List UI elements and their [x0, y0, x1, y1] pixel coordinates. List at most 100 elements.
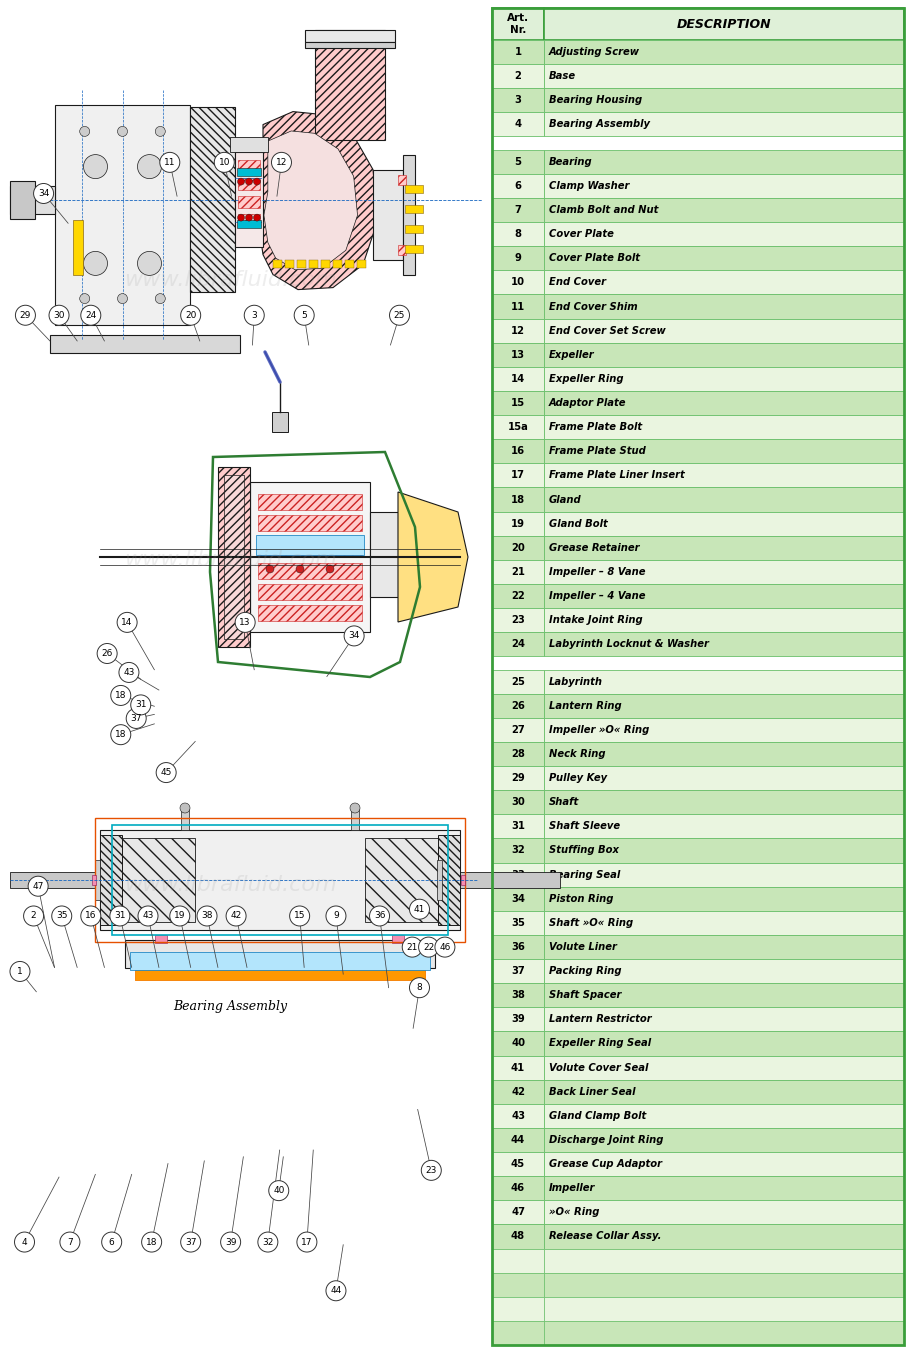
- Bar: [544, 88, 904, 112]
- Bar: [403, 154, 415, 275]
- Bar: [544, 984, 904, 1007]
- Text: Expeller: Expeller: [549, 350, 595, 360]
- Circle shape: [297, 1233, 317, 1252]
- Text: 37: 37: [131, 714, 142, 723]
- Bar: [544, 391, 904, 415]
- Text: Packing Ring: Packing Ring: [549, 966, 621, 976]
- Circle shape: [60, 1233, 80, 1252]
- Circle shape: [155, 294, 165, 303]
- Circle shape: [102, 1233, 122, 1252]
- Text: Impeller – 8 Vane: Impeller – 8 Vane: [549, 567, 646, 576]
- Bar: [544, 1104, 904, 1128]
- Bar: [285, 260, 294, 268]
- Bar: [405, 245, 423, 253]
- Bar: [135, 967, 425, 980]
- Bar: [437, 861, 442, 900]
- Text: Shaft Sleeve: Shaft Sleeve: [549, 821, 620, 831]
- Text: 17: 17: [301, 1238, 312, 1246]
- Circle shape: [111, 686, 131, 705]
- Text: 18: 18: [146, 1238, 157, 1246]
- Text: 10: 10: [219, 158, 230, 166]
- Circle shape: [344, 626, 364, 645]
- Text: 39: 39: [225, 1238, 236, 1246]
- Bar: [544, 560, 904, 584]
- Circle shape: [160, 153, 180, 172]
- Circle shape: [138, 907, 158, 925]
- Bar: [544, 271, 904, 295]
- Bar: [492, 741, 544, 766]
- Bar: [135, 967, 425, 980]
- Text: 44: 44: [511, 1135, 525, 1145]
- Bar: [100, 829, 460, 930]
- Text: Shaft Spacer: Shaft Spacer: [549, 990, 621, 1000]
- Circle shape: [294, 306, 314, 325]
- Bar: [492, 511, 544, 536]
- Bar: [544, 1055, 904, 1080]
- Bar: [398, 245, 406, 254]
- Circle shape: [15, 306, 35, 325]
- Circle shape: [269, 1181, 289, 1200]
- Bar: [492, 584, 544, 607]
- Circle shape: [28, 877, 48, 896]
- Text: 24: 24: [511, 639, 525, 649]
- Text: 7: 7: [515, 206, 521, 215]
- Bar: [351, 808, 359, 829]
- Circle shape: [117, 126, 127, 137]
- Text: Impeller: Impeller: [549, 1184, 596, 1193]
- Bar: [544, 415, 904, 440]
- Text: Adjusting Screw: Adjusting Screw: [549, 47, 640, 57]
- Circle shape: [253, 214, 261, 221]
- Bar: [492, 175, 544, 198]
- Bar: [258, 538, 362, 555]
- Bar: [492, 839, 544, 863]
- Circle shape: [266, 566, 274, 574]
- Bar: [492, 415, 544, 440]
- Bar: [544, 607, 904, 632]
- Text: 6: 6: [515, 181, 521, 191]
- Bar: [544, 1151, 904, 1176]
- Text: 20: 20: [511, 543, 525, 553]
- Bar: [181, 808, 189, 829]
- Text: Grease Cup Adaptor: Grease Cup Adaptor: [549, 1160, 662, 1169]
- Bar: [544, 112, 904, 137]
- Text: 18: 18: [115, 691, 126, 700]
- Circle shape: [226, 907, 246, 925]
- Text: 19: 19: [174, 912, 185, 920]
- Polygon shape: [264, 131, 358, 269]
- Bar: [73, 219, 83, 275]
- Bar: [492, 150, 544, 175]
- Text: 19: 19: [511, 518, 525, 529]
- Bar: [373, 169, 403, 260]
- Text: 47: 47: [33, 882, 44, 890]
- Text: Gland Clamp Bolt: Gland Clamp Bolt: [549, 1111, 646, 1120]
- Text: Grease Retainer: Grease Retainer: [549, 543, 639, 553]
- Bar: [155, 935, 167, 943]
- Bar: [492, 863, 544, 886]
- Bar: [492, 198, 544, 222]
- Bar: [492, 632, 544, 656]
- Text: Cover Plate: Cover Plate: [549, 229, 614, 239]
- Text: 35: 35: [56, 912, 67, 920]
- Text: 13: 13: [511, 350, 525, 360]
- Bar: [492, 1055, 544, 1080]
- Text: 9: 9: [333, 912, 339, 920]
- Text: www.librafluid.com: www.librafluid.com: [123, 551, 336, 570]
- Bar: [461, 875, 465, 885]
- Circle shape: [245, 179, 252, 185]
- Bar: [297, 260, 306, 268]
- Circle shape: [180, 802, 190, 813]
- Text: 1: 1: [515, 47, 521, 57]
- Bar: [438, 842, 445, 917]
- Bar: [544, 511, 904, 536]
- Text: 36: 36: [374, 912, 385, 920]
- Bar: [544, 440, 904, 463]
- Text: 2: 2: [515, 72, 521, 81]
- Bar: [305, 42, 395, 47]
- Text: 11: 11: [511, 302, 525, 311]
- Bar: [544, 863, 904, 886]
- Bar: [92, 875, 96, 885]
- Text: 34: 34: [349, 632, 360, 640]
- Bar: [405, 204, 423, 212]
- Circle shape: [290, 907, 310, 925]
- Bar: [492, 8, 544, 41]
